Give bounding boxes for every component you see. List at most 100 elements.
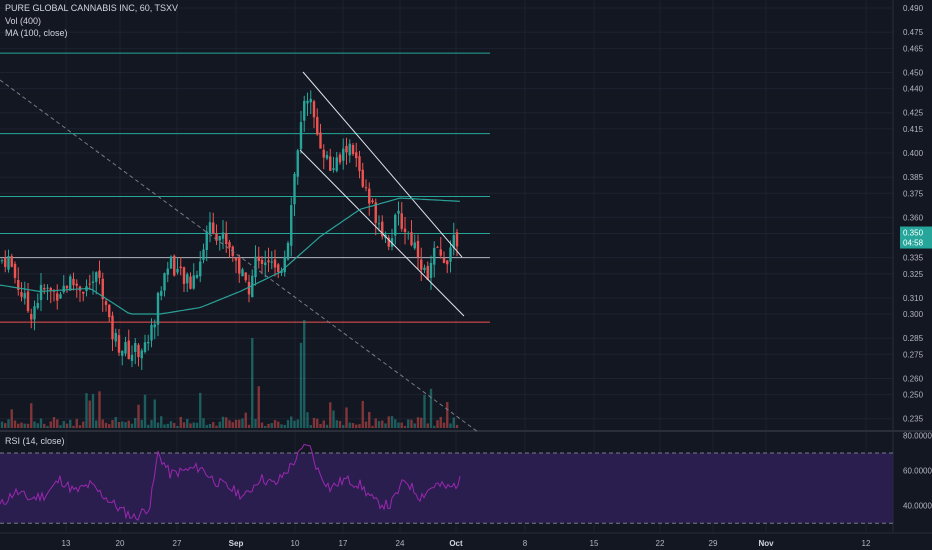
- time-tick-label: 22: [656, 539, 665, 548]
- volume-bar: [241, 418, 244, 428]
- volume-bar: [416, 417, 420, 428]
- volume-bar: [4, 423, 7, 428]
- candle-body: [351, 145, 355, 155]
- candle-body: [368, 188, 371, 204]
- volume-bar: [394, 419, 397, 428]
- candle-body: [127, 340, 130, 360]
- volume-bar: [277, 421, 280, 428]
- price-axis[interactable]: 0.490 0.475 0.465 0.450 0.440 0.425 0.415 0.400…: [900, 4, 932, 511]
- candle-body: [153, 324, 156, 328]
- candle-body: [30, 314, 33, 320]
- volume-bar: [20, 422, 23, 428]
- trendline-drawings[interactable]: [0, 71, 479, 433]
- price-label-countdown: 04:58: [903, 239, 924, 248]
- candle-body: [267, 260, 270, 263]
- volume-bar: [17, 423, 20, 428]
- volume-bar: [215, 425, 218, 428]
- volume-bar: [98, 391, 101, 428]
- candle-body: [270, 261, 273, 263]
- candle-body: [179, 266, 182, 269]
- volume-bar: [407, 419, 410, 428]
- price-tick-label: 0.425: [903, 109, 924, 118]
- volume-bar: [257, 386, 260, 428]
- volume-bar: [267, 423, 270, 428]
- volume-bar: [137, 404, 140, 428]
- time-tick-label: 17: [339, 539, 348, 548]
- candle-body: [433, 247, 436, 265]
- candle-body: [134, 342, 137, 352]
- volume-bar: [355, 424, 358, 428]
- candle-body: [254, 256, 257, 278]
- candle-body: [150, 324, 153, 341]
- candle-body: [20, 292, 23, 297]
- time-axis[interactable]: 13 20 27 Sep 10 17 24 Oct 8 15 22 29 Nov 12: [62, 539, 871, 548]
- volume-bar: [290, 416, 293, 428]
- volume-bar: [140, 419, 143, 428]
- volume-bar: [413, 423, 416, 428]
- candle-body: [10, 256, 13, 267]
- volume-bar: [192, 422, 195, 428]
- candle-body: [345, 145, 348, 153]
- candle-body: [221, 232, 225, 239]
- price-tick-label: 0.335: [903, 254, 924, 263]
- candle-body: [98, 270, 101, 278]
- candle-body: [416, 240, 420, 258]
- volume-bar: [303, 320, 306, 428]
- symbol-legend[interactable]: PURE GLOBAL CANNABIS INC, 60, TSXV: [5, 3, 179, 13]
- ma-legend[interactable]: MA (100, close): [5, 28, 68, 38]
- volume-bar: [348, 422, 351, 428]
- volume-bar: [225, 417, 228, 428]
- candle-body: [124, 342, 127, 354]
- candle-body: [342, 148, 345, 161]
- price-label-value: 0.350: [903, 229, 924, 238]
- volume-bar: [338, 420, 342, 428]
- candle-body: [225, 233, 228, 245]
- rsi-legend[interactable]: RSI (14, close): [5, 436, 65, 446]
- volume-bar: [218, 421, 221, 428]
- volume-bar: [212, 422, 215, 428]
- volume-bar: [316, 418, 319, 428]
- volume-legend[interactable]: Vol (400): [5, 16, 42, 26]
- volume-bar: [264, 425, 267, 428]
- volume-bar: [49, 421, 52, 428]
- candle-body: [264, 262, 267, 266]
- candle-body: [75, 283, 78, 286]
- volume-bar: [30, 403, 33, 428]
- volume-bar: [332, 410, 335, 428]
- rsi-line: [0, 444, 461, 521]
- volume-bar: [251, 338, 254, 428]
- candle-body: [91, 281, 95, 283]
- candle-body: [7, 256, 10, 270]
- price-tick-label: 0.285: [903, 334, 924, 343]
- volume-bar: [368, 411, 371, 428]
- candle-body: [286, 242, 290, 260]
- candle-body: [56, 293, 59, 301]
- volume-bar: [364, 421, 368, 428]
- volume-bar: [0, 421, 4, 428]
- volume-bar: [335, 420, 338, 428]
- volume-bar: [7, 419, 10, 428]
- price-tick-label: 0.490: [903, 4, 924, 13]
- volume-bar: [195, 422, 199, 428]
- volume-bar: [179, 416, 182, 428]
- volume-bar: [62, 421, 65, 428]
- candle-body: [303, 100, 306, 121]
- candle-body: [140, 350, 143, 359]
- volume-bar: [104, 422, 108, 428]
- candle-body: [338, 154, 342, 163]
- candle-body: [17, 280, 20, 290]
- candle-body: [199, 261, 202, 277]
- volume-bar: [244, 412, 247, 428]
- volume-bar: [273, 420, 277, 428]
- candle-body: [192, 275, 195, 289]
- volume-bar: [387, 416, 390, 428]
- volume-bar: [429, 388, 433, 428]
- candle-body: [283, 256, 286, 273]
- rsi-pane: [0, 444, 893, 524]
- candle-body: [335, 157, 338, 171]
- candle-body: [65, 285, 69, 289]
- volume-bar: [65, 423, 69, 428]
- candle-body: [293, 173, 296, 205]
- candle-body: [49, 288, 52, 291]
